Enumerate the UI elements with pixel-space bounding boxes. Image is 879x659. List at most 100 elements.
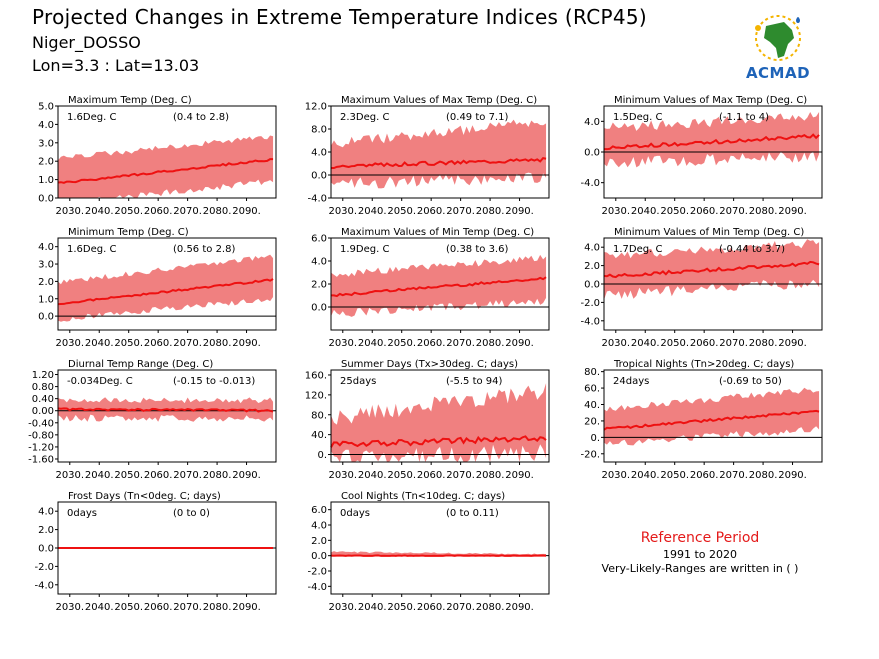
panel-title: Frost Days (Tn<0deg. C; days) xyxy=(68,491,221,502)
x-tick-label: 2030. xyxy=(328,602,357,613)
panel-title: Cool Nights (Tn<10deg. C; days) xyxy=(341,491,505,502)
x-tick-label: 2040. xyxy=(85,602,114,613)
x-tick-label: 2050. xyxy=(387,470,416,481)
x-tick-label: 2090. xyxy=(505,206,534,217)
panel-p5: 0.0 2.0 4.0 6.0 2030. 2040. 2050. 2060. 2070. 208… xyxy=(311,227,550,349)
plot-frame xyxy=(57,105,277,199)
x-tick-label: 2050. xyxy=(387,206,416,217)
y-tick-label: 6.0 xyxy=(311,505,327,516)
change-value: 0days xyxy=(340,508,370,519)
chart-header: Projected Changes in Extreme Temperature… xyxy=(0,0,879,90)
y-tick-label: 60. xyxy=(584,384,600,395)
likely-range-text: (0.49 to 7.1) xyxy=(446,112,508,123)
likely-range-band xyxy=(331,383,547,462)
y-tick-label: 0. xyxy=(590,433,600,444)
x-tick-label: 2040. xyxy=(631,470,660,481)
x-tick-label: 2070. xyxy=(446,206,475,217)
x-tick-label: 2090. xyxy=(505,602,534,613)
x-tick-label: 2040. xyxy=(85,338,114,349)
x-tick-label: 2060. xyxy=(690,470,719,481)
panel-title: Summer Days (Tx>30deg. C; days) xyxy=(341,359,518,370)
likely-range-band xyxy=(58,254,274,322)
x-tick-label: 2080. xyxy=(476,338,505,349)
x-tick-label: 2090. xyxy=(778,338,807,349)
x-tick-label: 2080. xyxy=(203,338,232,349)
y-tick-label: 3.0 xyxy=(38,260,54,271)
x-tick-label: 2070. xyxy=(173,206,202,217)
likely-range-text: (-0.44 to 3.7) xyxy=(719,244,785,255)
x-tick-label: 2090. xyxy=(232,206,261,217)
africa-map-icon xyxy=(755,15,801,61)
median-line xyxy=(57,278,274,306)
y-tick-label: 4.0 xyxy=(584,243,600,254)
y-tick-label: 40. xyxy=(311,430,327,441)
x-tick-label: 2080. xyxy=(749,470,778,481)
y-tick-label: 2.0 xyxy=(311,280,327,291)
y-tick-label: 12.0 xyxy=(305,102,327,113)
y-tick-label: 4.0 xyxy=(38,242,54,253)
y-tick-label: -4.0 xyxy=(580,316,600,327)
y-tick-label: 2.0 xyxy=(38,277,54,288)
panel-p6: -4.0 -2.0 0.0 2.0 4.0 2030. 2040. 2050. 2060. 207… xyxy=(580,227,823,349)
y-tick-label: -2.0 xyxy=(307,567,327,578)
y-tick-label: -4.0 xyxy=(580,178,600,189)
x-tick-label: 2060. xyxy=(144,338,173,349)
median-line xyxy=(330,276,547,298)
x-tick-label: 2090. xyxy=(505,338,534,349)
reference-title: Reference Period xyxy=(640,530,760,546)
y-tick-label: 4.0 xyxy=(38,120,54,131)
likely-range-text: (0.38 to 3.6) xyxy=(446,244,508,255)
x-tick-label: 2080. xyxy=(203,206,232,217)
station-coordinates: Lon=3.3 : Lat=13.03 xyxy=(32,56,200,75)
y-tick-label: -4.0 xyxy=(307,194,327,205)
x-tick-label: 2050. xyxy=(660,338,689,349)
x-tick-label: 2070. xyxy=(719,206,748,217)
plot-frame xyxy=(330,369,550,463)
median-line xyxy=(57,158,274,184)
x-tick-label: 2060. xyxy=(417,206,446,217)
panel-p11: -4.0 -2.0 0.0 2.0 4.0 6.0 2030. 2040. 2050. 2060.… xyxy=(307,491,550,613)
x-tick-label: 2050. xyxy=(660,470,689,481)
y-tick-label: 0.00 xyxy=(32,406,54,417)
median-line xyxy=(330,157,547,170)
y-tick-label: 0.0 xyxy=(584,148,600,159)
y-tick-label: 6.0 xyxy=(311,234,327,245)
y-tick-label: -4.0 xyxy=(307,582,327,593)
page-title: Projected Changes in Extreme Temperature… xyxy=(32,5,648,29)
x-tick-label: 2040. xyxy=(85,470,114,481)
x-tick-label: 2040. xyxy=(358,206,387,217)
x-tick-label: 2030. xyxy=(55,602,84,613)
panel-p9: -20.0.20.40.60.80.2030. 2040. 2050. 2060. 20… xyxy=(580,359,823,481)
x-tick-label: 2090. xyxy=(232,602,261,613)
x-tick-label: 2030. xyxy=(55,470,84,481)
y-tick-label: 80. xyxy=(311,410,327,421)
likely-range-text: (-1.1 to 4) xyxy=(719,112,769,123)
acmad-logo: ACMAD xyxy=(736,8,820,84)
panel-p10: -4.0 -2.0 0.0 2.0 4.0 2030. 2040. 2050. 2060. 207… xyxy=(34,491,277,613)
likely-range-band xyxy=(331,119,547,189)
change-value: 2.3Deg. C xyxy=(340,112,389,123)
x-tick-label: 2070. xyxy=(446,470,475,481)
panel-p3: -4.0 0.0 4.0 2030. 2040. 2050. 2060. 2070. 2080.… xyxy=(580,95,823,217)
x-tick-label: 2050. xyxy=(387,338,416,349)
likely-range-text: (0 to 0.11) xyxy=(446,508,499,519)
x-tick-label: 2070. xyxy=(173,338,202,349)
change-value: 1.9Deg. C xyxy=(340,244,389,255)
likely-range-text: (0.4 to 2.8) xyxy=(173,112,229,123)
panel-title: Minimum Values of Min Temp (Deg. C) xyxy=(614,227,804,238)
y-tick-label: 0.0 xyxy=(311,303,327,314)
x-tick-label: 2090. xyxy=(232,338,261,349)
x-tick-label: 2050. xyxy=(114,470,143,481)
y-tick-label: 2.0 xyxy=(38,525,54,536)
x-tick-label: 2060. xyxy=(690,338,719,349)
x-tick-label: 2030. xyxy=(601,338,630,349)
y-tick-label: 40. xyxy=(584,400,600,411)
y-tick-label: -1.60 xyxy=(28,454,54,465)
x-tick-label: 2080. xyxy=(203,470,232,481)
likely-range-band xyxy=(604,387,820,446)
x-tick-label: 2060. xyxy=(417,602,446,613)
x-tick-label: 2040. xyxy=(631,206,660,217)
x-tick-label: 2090. xyxy=(232,470,261,481)
